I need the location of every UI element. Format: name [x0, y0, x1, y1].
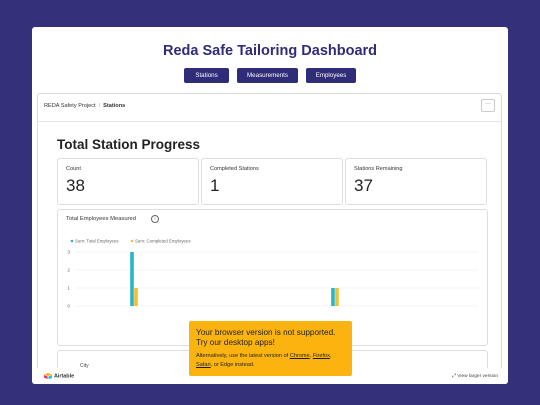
completed-stations-card: Completed Stations 1 [201, 158, 343, 205]
chrome-link[interactable]: Chrome [289, 353, 310, 359]
stations-remaining-label: Stations Remaining [354, 166, 403, 172]
firefox-link[interactable]: Firefox [312, 353, 330, 359]
more-options-button[interactable]: ··· [481, 99, 495, 112]
dashboard-title: Reda Safe Tailoring Dashboard [162, 43, 378, 59]
stations-remaining-value: 37 [354, 176, 373, 195]
view-larger-link[interactable]: ⤢ View larger version [452, 373, 498, 379]
info-icon[interactable]: i [151, 215, 159, 223]
warning-subtext: Alternatively, use the latest version of… [196, 353, 332, 368]
bar-0-5 [130, 252, 134, 306]
measurements-nav-button[interactable]: Measurements [237, 68, 298, 83]
legend-label-0: Sum: Total Employees [75, 239, 119, 244]
view-larger-label: View larger version [457, 374, 498, 379]
nav-buttons: Stations Measurements Employees [32, 68, 508, 83]
legend-swatch-1 [130, 239, 134, 243]
expand-icon: ⤢ [452, 374, 456, 379]
completed-stations-label: Completed Stations [210, 166, 259, 172]
warning-suffix: or Edge instead. [213, 361, 255, 368]
completed-stations-value: 1 [210, 176, 220, 195]
y-tick-label-3: 3 [68, 250, 71, 255]
y-tick-label-0: 0 [68, 304, 71, 309]
safari-link[interactable]: Safari [196, 361, 211, 368]
breadcrumb-current: Stations [103, 103, 126, 109]
airtable-brand[interactable]: Airtable [44, 373, 74, 379]
section-title: Total Station Progress [57, 137, 201, 152]
bar-1-5 [134, 288, 138, 306]
divider [38, 121, 501, 122]
breadcrumb-project[interactable]: REDA Safety Project [44, 103, 96, 109]
stations-remaining-card: Stations Remaining 37 [345, 158, 487, 205]
count-stat-card: Count 38 [57, 158, 199, 205]
y-tick-label-1: 1 [68, 286, 71, 291]
count-value: 38 [66, 176, 85, 195]
airtable-brand-label: Airtable [54, 373, 75, 380]
airtable-logo-icon [44, 373, 52, 379]
breadcrumb: REDA Safety Project / Stations [44, 103, 125, 109]
bar-1-24 [335, 288, 339, 306]
y-tick-label-2: 2 [68, 268, 71, 273]
bar-chart: Sum: Total Employees Sum: Completed Emplo… [68, 239, 478, 309]
legend-label-1: Sum: Completed Employees [135, 239, 191, 244]
city-label: City [80, 363, 89, 369]
bar-0-24 [331, 288, 335, 306]
embed-footer: Airtable ⤢ View larger version [32, 368, 508, 384]
chart-title: Total Employees Measured [66, 216, 136, 222]
stations-nav-button[interactable]: Stations [184, 68, 229, 83]
count-label: Count [66, 166, 81, 172]
employees-nav-button[interactable]: Employees [306, 68, 356, 83]
browser-warning-banner: Your browser version is not supported. T… [189, 321, 352, 376]
legend-swatch-0 [70, 239, 74, 243]
warning-prefix: Alternatively, use the latest version of [196, 353, 289, 359]
warning-title: Your browser version is not supported. T… [196, 328, 336, 347]
breadcrumb-separator: / [98, 103, 101, 109]
